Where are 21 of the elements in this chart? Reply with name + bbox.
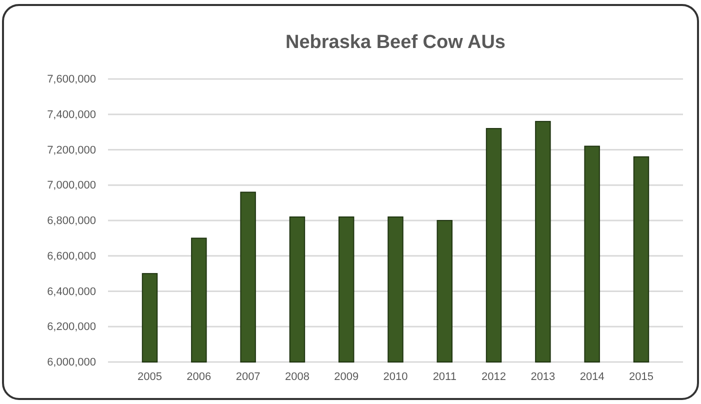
y-tick-label: 7,400,000 xyxy=(47,108,96,121)
x-tick-label: 2015 xyxy=(628,370,654,383)
x-tick-label: 2011 xyxy=(432,370,456,383)
y-tick-label: 6,200,000 xyxy=(47,321,96,334)
x-tick-label: 2013 xyxy=(530,370,556,383)
y-tick-label: 7,200,000 xyxy=(47,144,96,156)
y-tick-label: 6,600,000 xyxy=(47,250,96,262)
y-tick-label: 7,000,000 xyxy=(47,180,96,192)
y-tick-label: 6,000,000 xyxy=(47,356,96,369)
x-tick-label: 2008 xyxy=(284,370,310,383)
x-tick-label: 2007 xyxy=(236,370,260,383)
x-tick-label: 2010 xyxy=(383,370,408,383)
x-tick-label: 2014 xyxy=(580,370,604,383)
x-tick-label: 2006 xyxy=(186,370,212,383)
y-tick-label: 6,800,000 xyxy=(47,215,96,228)
x-tick-label: 2005 xyxy=(138,370,162,383)
chart-title: Nebraska Beef Cow AUs xyxy=(286,32,506,53)
x-tick-label: 2009 xyxy=(334,370,359,383)
y-tick-label: 7,600,000 xyxy=(47,74,96,86)
x-tick-label: 2012 xyxy=(482,370,506,383)
y-tick-label: 6,400,000 xyxy=(47,286,96,298)
